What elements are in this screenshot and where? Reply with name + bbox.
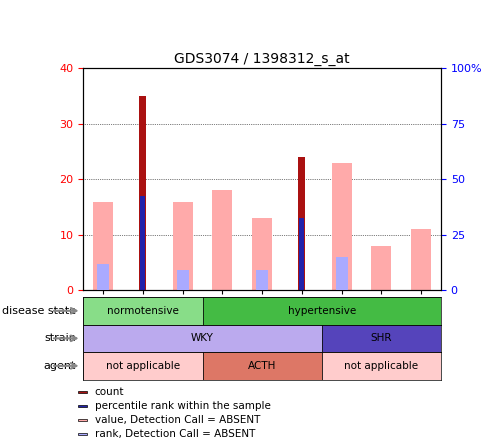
Bar — [140, 96, 147, 290]
Bar — [202, 352, 322, 380]
Bar — [78, 405, 87, 407]
Bar — [97, 264, 109, 290]
Text: rank, Detection Call = ABSENT: rank, Detection Call = ABSENT — [95, 429, 255, 439]
Bar — [202, 297, 441, 325]
Bar — [93, 202, 113, 290]
Text: WKY: WKY — [191, 333, 214, 343]
Bar — [83, 352, 202, 380]
Text: ACTH: ACTH — [248, 361, 276, 371]
Bar — [78, 391, 87, 393]
Text: value, Detection Call = ABSENT: value, Detection Call = ABSENT — [95, 415, 260, 425]
Bar — [252, 218, 272, 290]
Bar — [78, 419, 87, 421]
Text: count: count — [95, 387, 124, 397]
Text: disease state: disease state — [2, 306, 76, 316]
Bar — [83, 297, 202, 325]
Text: SHR: SHR — [370, 333, 392, 343]
Bar — [299, 218, 304, 290]
Bar — [256, 270, 268, 290]
Bar — [322, 352, 441, 380]
Bar — [83, 325, 322, 352]
Bar — [177, 270, 189, 290]
Bar — [411, 230, 431, 290]
Bar — [322, 325, 441, 352]
Bar — [141, 196, 146, 290]
Bar — [213, 190, 232, 290]
Bar — [332, 163, 351, 290]
Text: percentile rank within the sample: percentile rank within the sample — [95, 401, 270, 411]
Text: agent: agent — [44, 361, 76, 371]
Bar — [78, 432, 87, 435]
Text: hypertensive: hypertensive — [288, 306, 356, 316]
Text: normotensive: normotensive — [107, 306, 179, 316]
Bar — [298, 157, 305, 290]
Text: strain: strain — [44, 333, 76, 343]
Title: GDS3074 / 1398312_s_at: GDS3074 / 1398312_s_at — [174, 52, 350, 66]
Bar — [336, 257, 347, 290]
Text: not applicable: not applicable — [344, 361, 418, 371]
Text: not applicable: not applicable — [106, 361, 180, 371]
Bar — [172, 202, 193, 290]
Bar — [371, 246, 392, 290]
